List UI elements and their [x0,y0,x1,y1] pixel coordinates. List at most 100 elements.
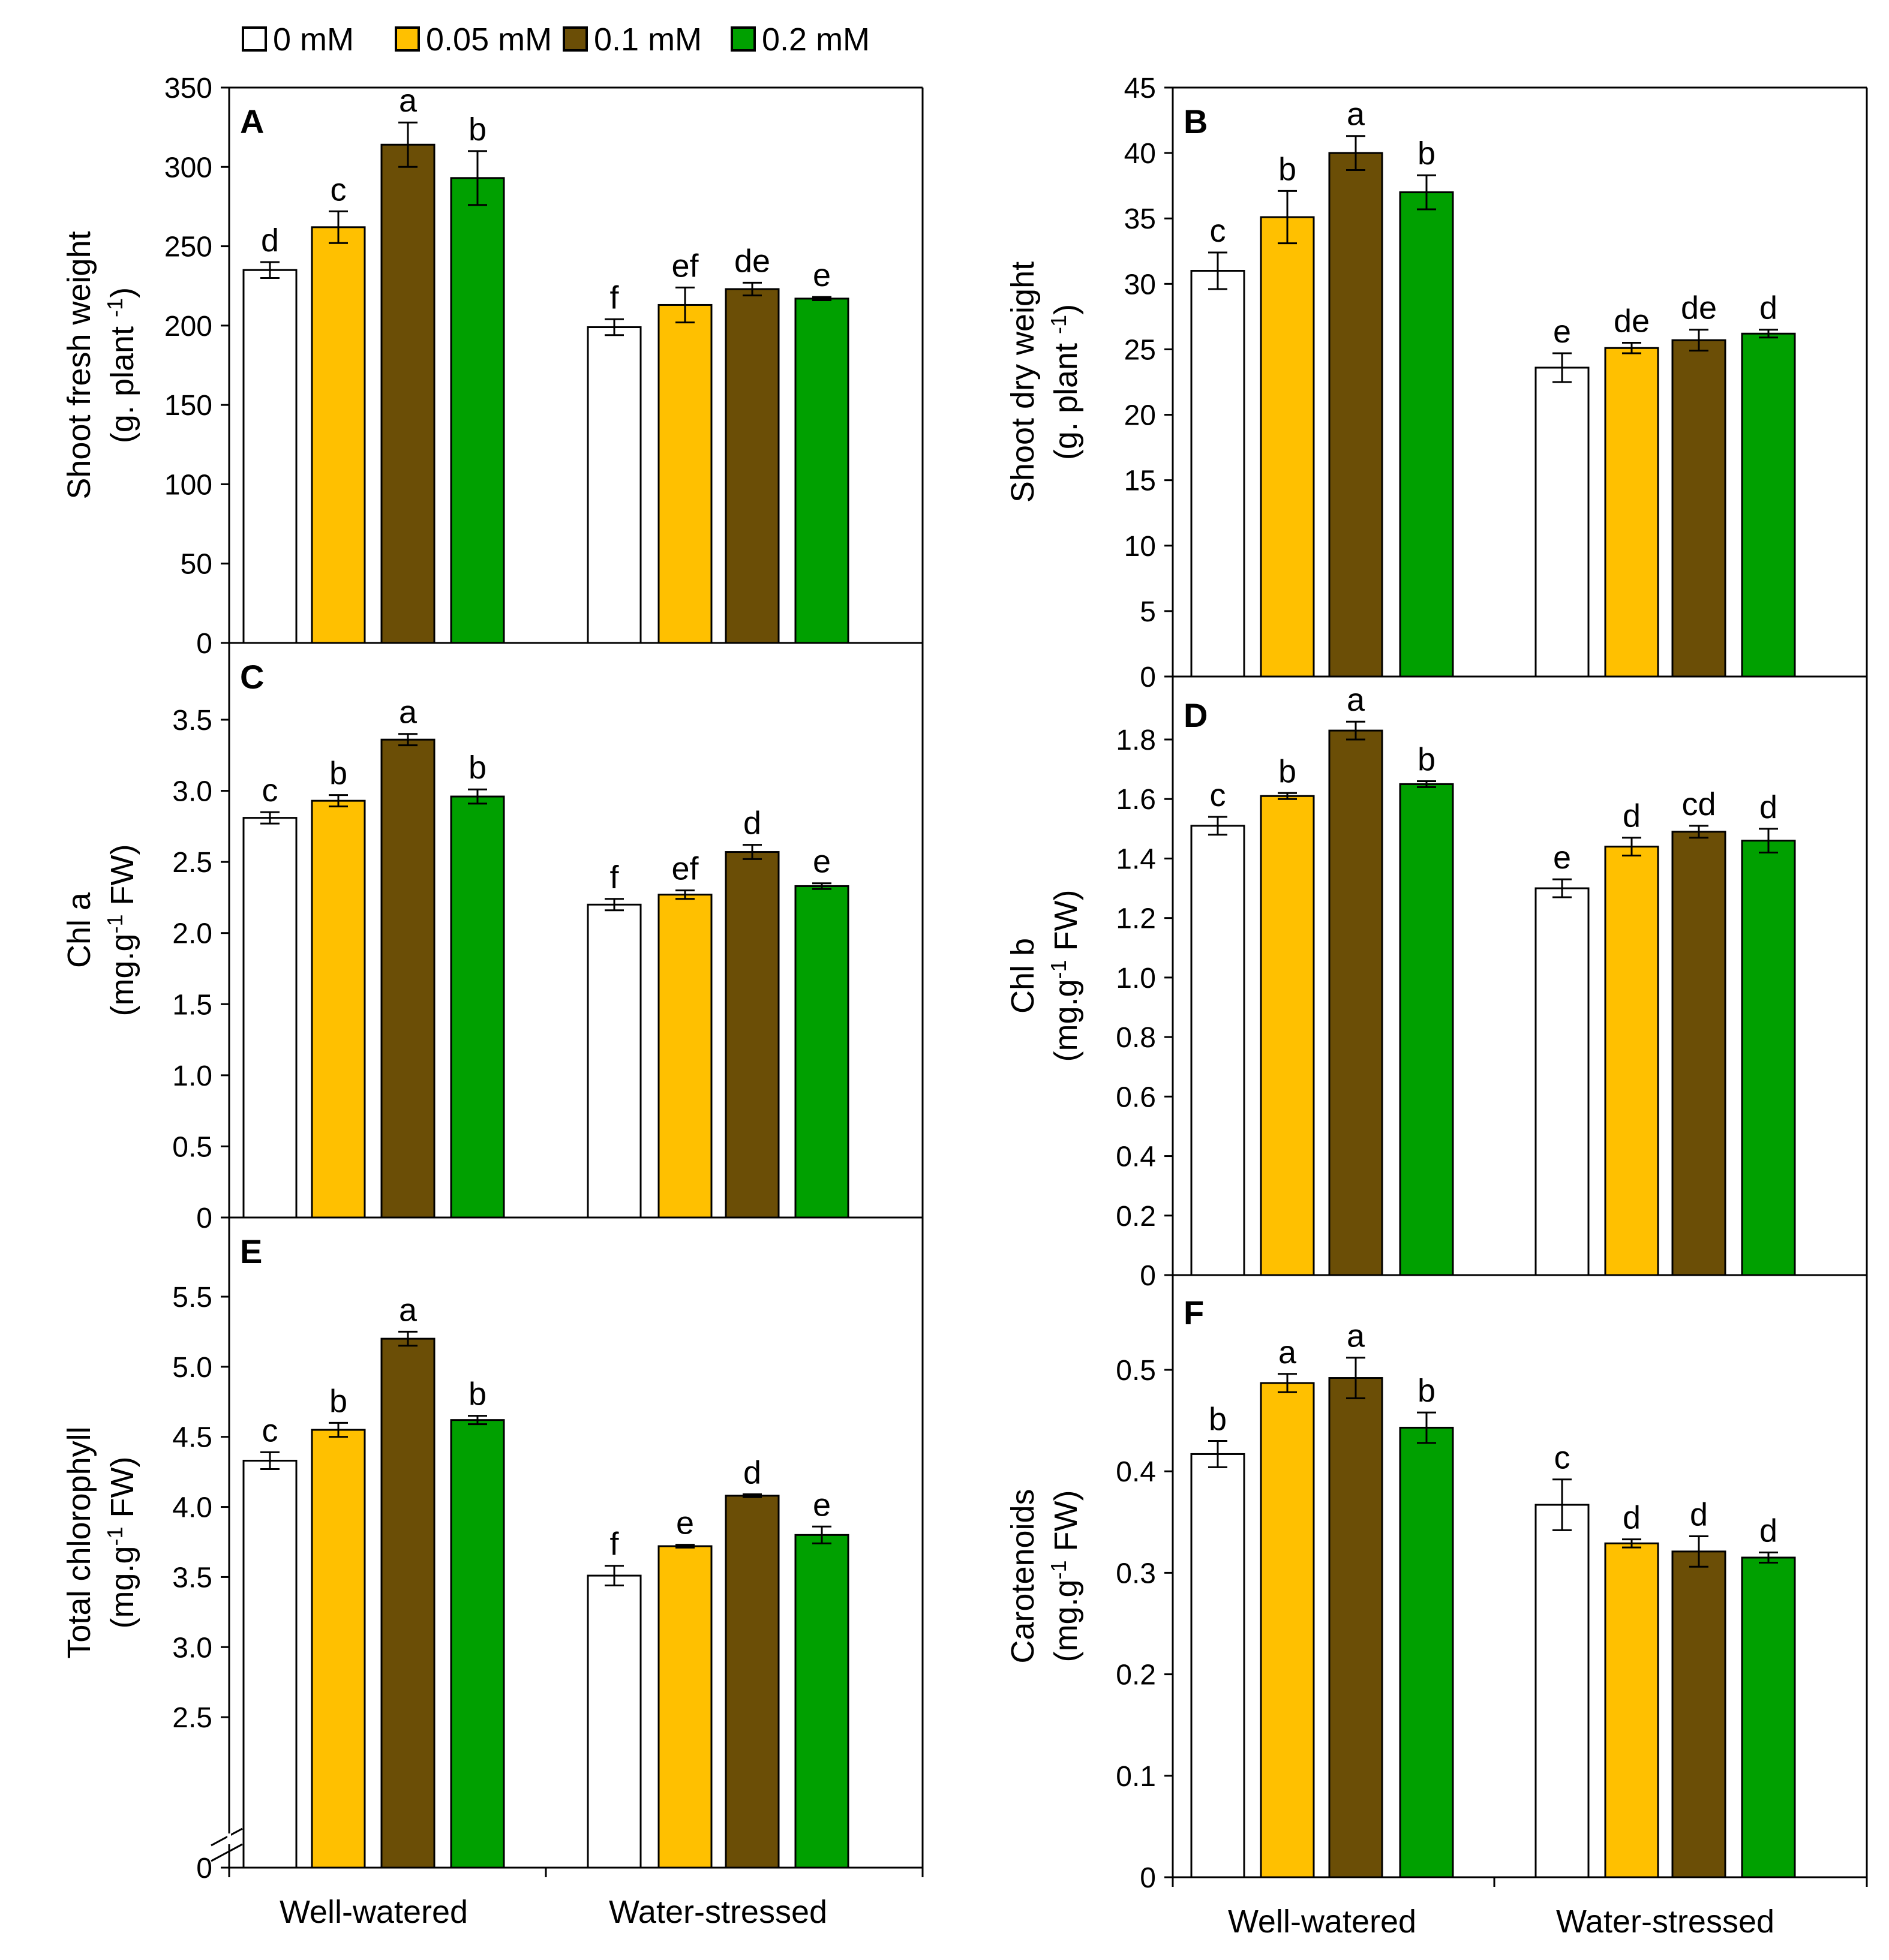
bar-A-01mM-1 [725,288,780,644]
y-tick-label-B-7: 35 [1124,203,1156,235]
y-tick-label-D-2: 0.4 [1116,1141,1156,1173]
significance-letter-C-1-0: b [329,756,347,792]
significance-letter-D-3-0: b [1417,741,1435,777]
bar-A-02mM-1 [794,297,849,644]
y-tick-label-B-1: 5 [1140,596,1156,628]
panel-letter-D: D [1184,696,1208,734]
y-axis-title-C: Chl a [61,892,97,968]
y-axis-unit-pre-E: (mg.g [104,1546,140,1628]
y-tick-label-C-1: 0.5 [172,1131,212,1163]
significance-letter-A-2-1: de [734,243,770,279]
bar-D-005mM-1 [1604,846,1659,1276]
bar-C-01mM-1 [725,851,780,1219]
panel-letter-A: A [240,103,264,140]
significance-letter-D-2-0: a [1347,682,1365,718]
y-tick-label-A-6: 300 [164,152,212,184]
y-axis-title-F: Carotenoids [1005,1489,1041,1663]
panel-letter-C: C [240,658,264,696]
y-tick-label-E-3: 3.5 [172,1562,212,1594]
panel-D: 0 0.2 0.4 0.6 0.8 1.0 1.2 1.4 1.6 1.8 D Chl b(mg.g-… [1005,675,1868,1292]
bar-C-005mM-0 [311,799,366,1219]
y-axis-unit-post-A: ) [104,287,140,298]
y-tick-label-A-7: 350 [164,73,212,104]
bar-C-01mM-0 [380,738,436,1219]
significance-letter-B-2-0: a [1347,97,1365,133]
bar-B-0mM-0 [1190,270,1245,678]
bar-A-01mM-0 [380,143,436,644]
y-axis-unit-pre-B: (g. plant [1048,334,1084,460]
y-tick-label-D-8: 1.6 [1116,784,1156,816]
y-tick-label-C-3: 1.5 [172,989,212,1021]
panel-letter-F: F [1184,1294,1204,1331]
bar-B-01mM-1 [1671,339,1726,678]
bar-F-01mM-1 [1671,1550,1726,1878]
y-tick-label-B-9: 45 [1124,73,1156,104]
y-axis-unit-pre-F: (mg.g [1048,1579,1084,1662]
y-tick-label-C-0: 0 [196,1203,212,1234]
y-axis-unit-pre-A: (g. plant [104,317,140,443]
significance-letter-D-3-1: d [1759,789,1777,825]
y-tick-label-C-2: 1.0 [172,1060,212,1092]
bar-C-02mM-1 [794,885,849,1219]
bar-C-005mM-1 [657,894,713,1219]
bar-C-0mM-1 [587,903,642,1219]
significance-letter-A-3-1: e [813,257,831,293]
significance-letter-E-2-1: d [743,1455,761,1491]
y-tick-label-C-6: 3.0 [172,776,212,808]
y-tick-label-B-4: 20 [1124,400,1156,432]
y-axis-unit-C: (mg.g-1 FW) [103,844,140,1016]
significance-letter-F-0-0: b [1209,1401,1227,1437]
significance-letter-C-2-0: a [399,695,418,731]
y-axis-unit-post-C: FW) [104,844,140,914]
y-axis-unit-B: (g. plant -1) [1046,304,1084,460]
y-axis-unit-pre-C: (mg.g [104,933,140,1016]
y-axis-title-E: Total chlorophyll [61,1426,97,1658]
significance-letter-C-2-1: d [743,805,761,841]
bar-F-01mM-0 [1328,1377,1383,1878]
y-tick-label-C-7: 3.5 [172,705,212,736]
bar-C-0mM-0 [242,817,298,1219]
bar-E-005mM-0 [311,1429,366,1869]
y-axis-unit-pre-D: (mg.g [1048,979,1084,1062]
legend-swatch-0 [242,26,267,52]
significance-letter-F-1-1: d [1623,1500,1641,1536]
significance-letter-F-2-0: a [1347,1318,1365,1354]
y-axis-title-D: Chl b [1005,938,1041,1014]
bar-B-005mM-0 [1260,216,1315,678]
y-tick-label-E-4: 4.0 [172,1492,212,1524]
significance-letter-A-0-1: f [609,279,619,315]
y-tick-label-B-3: 15 [1124,465,1156,497]
y-tick-label-F-5: 0.5 [1116,1355,1156,1387]
y-axis-title-A: Shoot fresh weight [61,231,97,499]
significance-letter-F-0-1: c [1554,1440,1570,1476]
legend: 0 mM 0.05 mM 0.1 mM 0.2 mM [242,22,870,58]
y-tick-label-D-4: 0.8 [1116,1022,1156,1054]
y-tick-label-E-7: 5.5 [172,1282,212,1313]
significance-letter-D-0-0: c [1210,777,1226,813]
bar-A-02mM-0 [450,177,505,644]
y-axis-unit-sup-D: -1 [1046,960,1071,979]
significance-letter-B-3-1: d [1759,290,1777,326]
bar-E-01mM-0 [380,1337,436,1869]
y-tick-label-F-2: 0.2 [1116,1660,1156,1691]
y-tick-label-E-1: 2.5 [172,1702,212,1734]
bar-B-0mM-1 [1534,366,1590,678]
significance-letter-E-1-0: b [329,1383,347,1419]
legend-label-0: 0 mM [273,22,354,58]
significance-letter-E-3-0: b [469,1376,486,1412]
bar-D-02mM-0 [1399,783,1454,1276]
bar-E-005mM-1 [657,1545,713,1869]
y-tick-label-D-1: 0.2 [1116,1201,1156,1232]
y-tick-label-F-3: 0.3 [1116,1558,1156,1589]
y-tick-label-D-0: 0 [1140,1260,1156,1292]
bar-B-02mM-0 [1399,191,1454,678]
legend-label-1: 0.05 mM [426,22,552,58]
y-tick-label-A-3: 150 [164,390,212,422]
legend-label-2: 0.1 mM [594,22,702,58]
y-axis-unit-sup-A: -1 [103,298,127,317]
bar-E-0mM-1 [587,1574,642,1869]
significance-letter-F-3-0: b [1417,1373,1435,1409]
bar-D-0mM-1 [1534,887,1590,1276]
legend-label-3: 0.2 mM [762,22,870,58]
bar-E-02mM-1 [794,1534,849,1869]
